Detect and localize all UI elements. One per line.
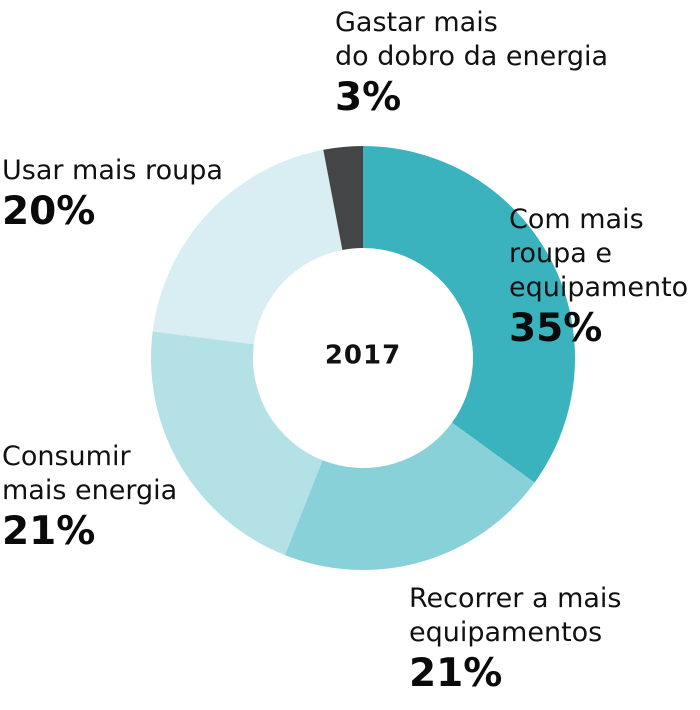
slice-percent: 20% [2, 189, 96, 234]
slice-percent: 35% [509, 306, 603, 351]
slice-label-roupa-equipamento: Com mais roupa e equipamento 35% [509, 203, 688, 352]
slice-name: Usar mais roupa [2, 155, 223, 186]
slice-percent: 21% [2, 509, 96, 554]
donut-slice-dobro-energia [323, 146, 363, 250]
slice-label-energia: Consumir mais energia 21% [2, 440, 177, 555]
slice-name: Recorrer a mais equipamentos [409, 583, 622, 648]
slice-label-roupa: Usar mais roupa 20% [2, 154, 223, 235]
donut-slice-roupa [152, 149, 343, 345]
slice-label-dobro-energia: Gastar mais do dobro da energia 3% [335, 6, 608, 121]
donut-slice-energia [151, 331, 323, 556]
slice-percent: 21% [409, 651, 503, 696]
slice-name: Consumir mais energia [2, 441, 178, 506]
center-year-label: 2017 [325, 341, 401, 371]
slice-name: Com mais roupa e equipamento [509, 204, 689, 303]
donut-slice-roupa-equipamento [363, 146, 575, 483]
slice-percent: 3% [335, 75, 402, 120]
slice-label-equipamentos: Recorrer a mais equipamentos 21% [409, 582, 622, 697]
donut-slice-equipamentos [284, 422, 535, 570]
slice-name: Gastar mais do dobro da energia [335, 7, 609, 72]
donut-slices [151, 146, 575, 570]
